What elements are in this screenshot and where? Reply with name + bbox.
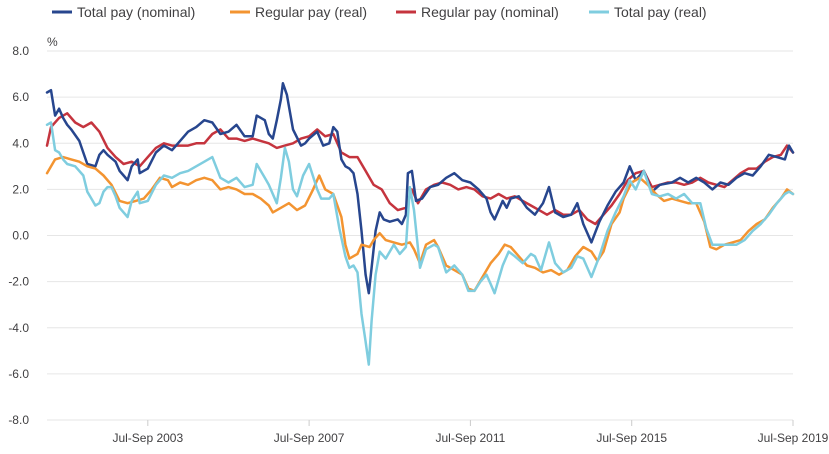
chart-gridlines bbox=[47, 50, 793, 421]
x-axis-ticks: Jul-Sep 2003 Jul-Sep 2007 Jul-Sep 2011 Jul-… bbox=[112, 420, 829, 445]
legend-label: Regular pay (nominal) bbox=[421, 4, 559, 20]
x-tick-label: Jul-Sep 2019 bbox=[758, 431, 829, 445]
legend-item-total-pay-real[interactable]: Total pay (real) bbox=[589, 4, 707, 20]
legend-item-total-pay-nominal[interactable]: Total pay (nominal) bbox=[52, 4, 195, 20]
chart-legend: Total pay (nominal) Regular pay (real) Reg… bbox=[52, 4, 707, 20]
x-tick-label: Jul-Sep 2011 bbox=[435, 431, 505, 445]
y-tick-label: 2.0 bbox=[12, 182, 29, 196]
series-line-total-pay-real bbox=[45, 121, 795, 366]
y-tick-label: -6.0 bbox=[8, 367, 29, 381]
y-tick-label: 0.0 bbox=[12, 229, 29, 243]
y-axis-unit-label: % bbox=[47, 35, 58, 49]
y-tick-label: -2.0 bbox=[8, 275, 29, 289]
legend-label: Total pay (real) bbox=[614, 4, 707, 20]
series-line-regular-pay-nominal bbox=[45, 112, 795, 226]
chart-series-group bbox=[45, 82, 795, 366]
legend-label: Total pay (nominal) bbox=[77, 4, 195, 20]
y-tick-label: -8.0 bbox=[8, 413, 29, 427]
x-tick-label: Jul-Sep 2003 bbox=[112, 431, 183, 445]
y-tick-label: 6.0 bbox=[12, 90, 29, 104]
x-tick-label: Jul-Sep 2015 bbox=[596, 431, 667, 445]
y-tick-label: 4.0 bbox=[12, 136, 29, 150]
y-axis-ticks: 8.0 6.0 4.0 2.0 0.0 -2.0 -4.0 -6.0 -8.0 bbox=[8, 44, 29, 427]
legend-item-regular-pay-nominal[interactable]: Regular pay (nominal) bbox=[396, 4, 559, 20]
legend-item-regular-pay-real[interactable]: Regular pay (real) bbox=[230, 4, 367, 20]
x-tick-label: Jul-Sep 2007 bbox=[274, 431, 345, 445]
legend-label: Regular pay (real) bbox=[255, 4, 367, 20]
y-tick-label: -4.0 bbox=[8, 321, 29, 335]
y-tick-label: 8.0 bbox=[12, 44, 29, 58]
series-line-regular-pay-real bbox=[45, 155, 795, 293]
series-line-total-pay-nominal bbox=[45, 82, 795, 295]
